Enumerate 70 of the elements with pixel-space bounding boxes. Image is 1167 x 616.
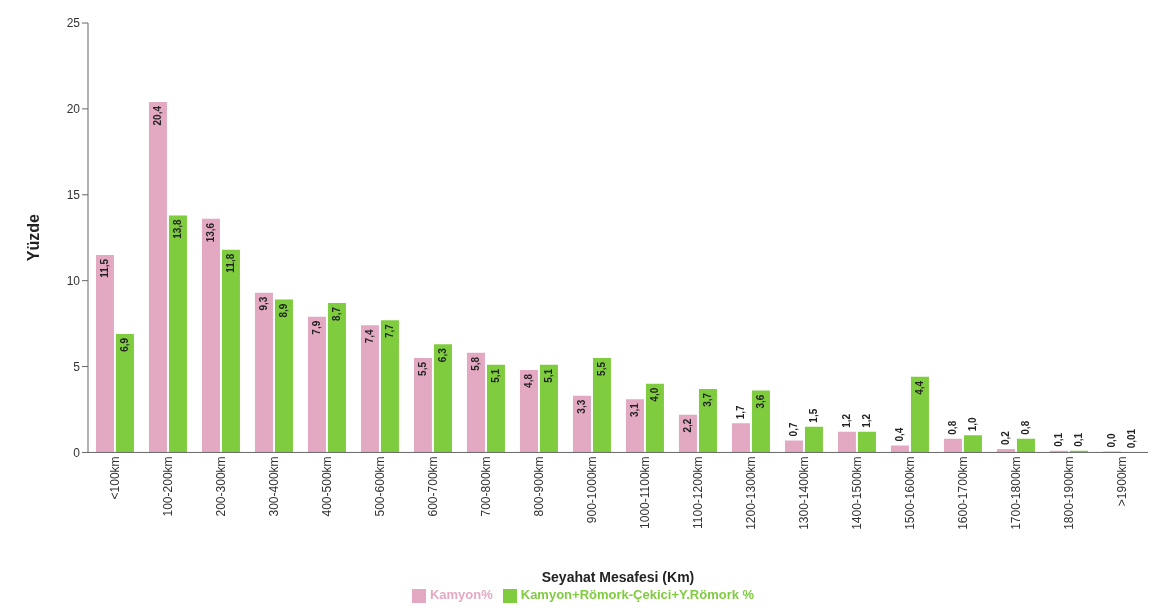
- data-label: 0,0: [1106, 433, 1118, 448]
- data-label: 0,1: [1053, 432, 1065, 447]
- x-tick-label: 1600-1700km: [956, 456, 971, 530]
- y-tick-label: 5: [73, 359, 81, 374]
- data-label: 5,5: [417, 361, 429, 376]
- data-label: 9,3: [258, 296, 270, 311]
- data-label: 0,01: [1126, 428, 1138, 449]
- data-label: 6,9: [119, 337, 131, 352]
- y-tick-label: 10: [66, 273, 81, 288]
- data-label: 13,6: [205, 222, 217, 243]
- data-label: 1,5: [808, 408, 820, 423]
- x-tick-label: 800-900km: [532, 456, 547, 517]
- x-tick-label: 1000-1100km: [638, 456, 653, 529]
- data-label: 7,4: [364, 328, 376, 344]
- x-tick-label: 300-400km: [267, 456, 282, 517]
- y-tick-label: 15: [66, 188, 81, 203]
- x-tick-label: 600-700km: [426, 456, 441, 517]
- data-label: 7,9: [311, 320, 323, 335]
- data-label: 2,2: [682, 418, 694, 433]
- data-label: 1,7: [735, 404, 747, 420]
- data-label: 8,7: [331, 306, 343, 321]
- x-tick-label: 1700-1800km: [1009, 456, 1024, 530]
- x-tick-label: 700-800km: [479, 456, 494, 517]
- x-axis-title: Seyahat Mesafesi (Km): [541, 569, 695, 586]
- data-label: 4,0: [649, 387, 661, 402]
- x-tick-label: 500-600km: [373, 456, 388, 517]
- x-tick-label: 400-500km: [320, 456, 335, 517]
- data-label: 3,7: [702, 392, 714, 407]
- data-label: 0,4: [894, 427, 906, 442]
- x-tick-label: 200-300km: [214, 456, 229, 517]
- data-label: 0,2: [1000, 430, 1012, 445]
- data-label: 3,6: [755, 394, 767, 409]
- data-label: 5,8: [470, 356, 482, 371]
- data-label: 11,8: [225, 253, 237, 273]
- data-label: 8,9: [278, 303, 290, 318]
- x-tick-label: 100-200km: [161, 456, 176, 517]
- x-tick-label: 1800-1900km: [1062, 456, 1077, 530]
- data-label: 3,1: [629, 402, 641, 418]
- data-label: 5,1: [543, 368, 555, 383]
- data-label: 1,2: [841, 413, 853, 428]
- data-label: 20,4: [152, 105, 164, 126]
- data-label: 0,8: [947, 420, 959, 435]
- data-label: 0,1: [1073, 432, 1085, 447]
- data-label: 0,7: [788, 422, 800, 437]
- y-tick-label: 0: [73, 445, 81, 460]
- data-label: 4,8: [523, 373, 535, 388]
- data-label: 4,4: [914, 380, 926, 395]
- x-tick-label: >1900km: [1115, 456, 1130, 507]
- x-tick-label: 900-1000km: [585, 456, 600, 524]
- data-label: 6,3: [437, 347, 449, 363]
- x-tick-label: 1100-1200km: [691, 456, 706, 529]
- legend-label: Kamyon%: [429, 587, 493, 603]
- x-tick-label: 1200-1300km: [744, 456, 759, 530]
- data-label: 1,2: [861, 413, 873, 428]
- data-label: 7,7: [384, 323, 396, 339]
- data-label: 3,3: [576, 399, 588, 414]
- data-label: 0,8: [1020, 420, 1032, 435]
- y-axis-title: Yüzde: [24, 214, 42, 262]
- x-tick-label: 1400-1500km: [850, 456, 865, 530]
- data-label: 11,5: [99, 258, 111, 278]
- x-tick-label: 1500-1600km: [903, 456, 918, 530]
- x-tick-label: <100km: [108, 456, 123, 500]
- data-label: 13,8: [172, 218, 184, 239]
- y-tick-label: 25: [66, 16, 81, 31]
- data-label: 1,0: [967, 416, 979, 432]
- data-label: 5,1: [490, 368, 502, 383]
- data-label: 5,5: [596, 361, 608, 376]
- y-tick-label: 20: [66, 102, 81, 117]
- legend-label: Kamyon+Römork-Çekici+Y.Römork %: [520, 587, 755, 603]
- x-tick-label: 1300-1400km: [797, 456, 812, 530]
